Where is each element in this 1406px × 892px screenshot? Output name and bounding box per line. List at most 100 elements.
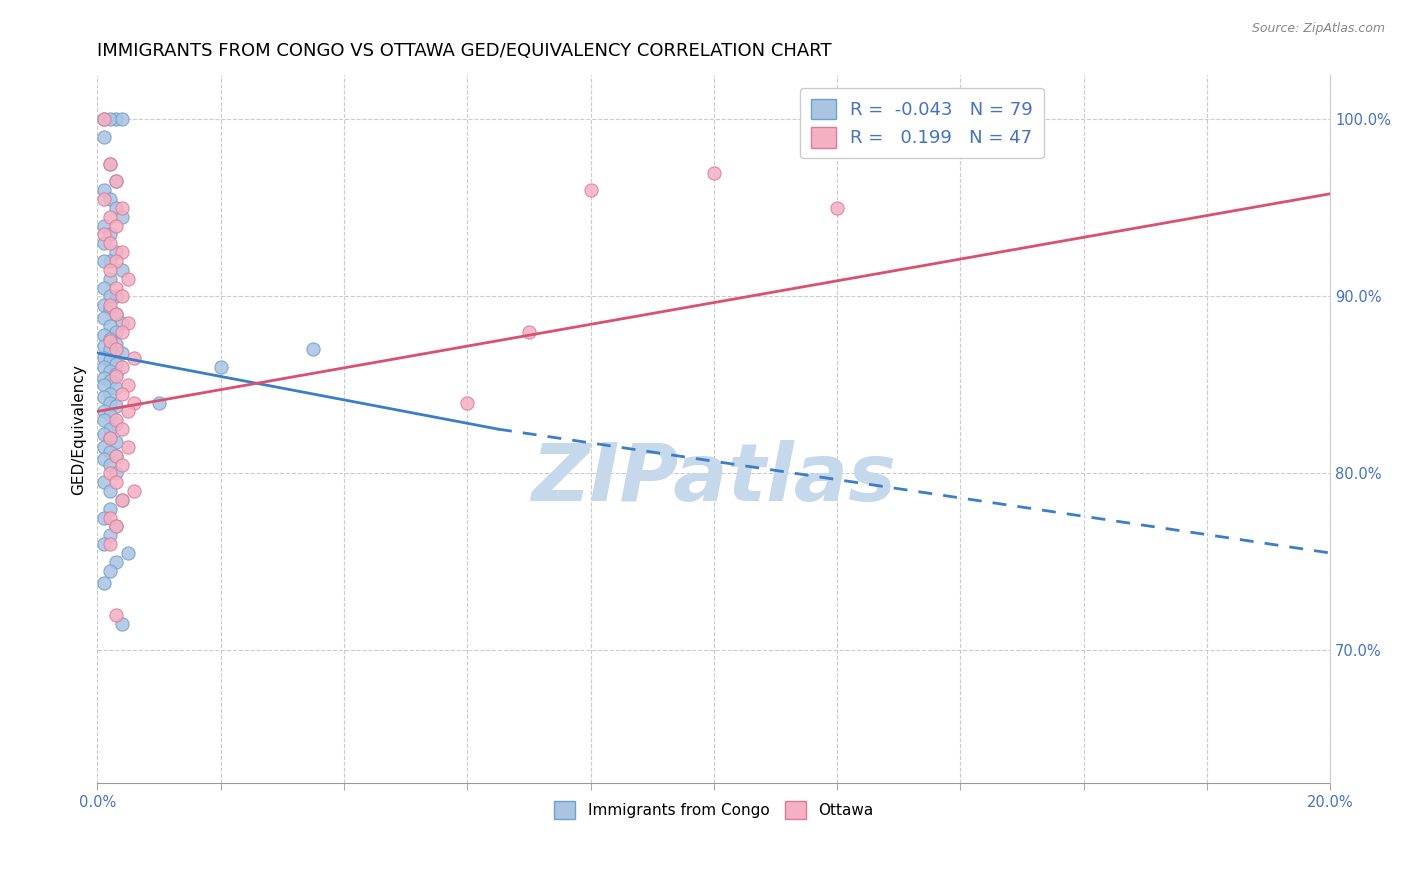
Point [93, 219, 115, 233]
Point [98, 364, 121, 378]
Point [104, 413, 127, 427]
Point [93, 377, 115, 392]
Point [98, 564, 121, 578]
Point [117, 440, 139, 454]
Point [579, 183, 602, 197]
Point [111, 492, 134, 507]
Point [93, 475, 115, 490]
Point [104, 607, 127, 622]
Point [98, 510, 121, 524]
Point [93, 371, 115, 385]
Point [93, 310, 115, 325]
Point [104, 280, 127, 294]
Point [98, 422, 121, 436]
Point [98, 537, 121, 551]
Point [93, 192, 115, 206]
Point [93, 112, 115, 127]
Point [93, 440, 115, 454]
Point [98, 289, 121, 303]
Point [98, 484, 121, 499]
Point [104, 369, 127, 384]
Point [117, 404, 139, 418]
Point [98, 157, 121, 171]
Point [111, 112, 134, 127]
Point [98, 353, 121, 368]
Point [104, 417, 127, 431]
Point [111, 492, 134, 507]
Point [825, 201, 848, 215]
Point [111, 210, 134, 224]
Point [111, 422, 134, 436]
Point [93, 427, 115, 442]
Point [302, 343, 325, 357]
Point [111, 263, 134, 277]
Point [117, 271, 139, 285]
Point [93, 413, 115, 427]
Point [98, 210, 121, 224]
Point [104, 307, 127, 321]
Point [98, 263, 121, 277]
Point [93, 280, 115, 294]
Point [98, 458, 121, 472]
Point [117, 377, 139, 392]
Point [104, 467, 127, 481]
Point [104, 555, 127, 569]
Point [104, 475, 127, 490]
Point [98, 501, 121, 516]
Point [517, 325, 540, 339]
Point [117, 316, 139, 330]
Point [209, 360, 232, 375]
Text: Source: ZipAtlas.com: Source: ZipAtlas.com [1251, 22, 1385, 36]
Text: IMMIGRANTS FROM CONGO VS OTTAWA GED/EQUIVALENCY CORRELATION CHART: IMMIGRANTS FROM CONGO VS OTTAWA GED/EQUI… [97, 42, 832, 60]
Point [124, 484, 146, 499]
Point [111, 201, 134, 215]
Point [93, 227, 115, 242]
Point [456, 395, 478, 409]
Point [93, 130, 115, 145]
Point [148, 395, 170, 409]
Point [104, 201, 127, 215]
Point [98, 301, 121, 316]
Point [98, 528, 121, 542]
Point [98, 271, 121, 285]
Point [111, 360, 134, 375]
Point [98, 157, 121, 171]
Point [104, 325, 127, 339]
Point [104, 519, 127, 533]
Point [93, 328, 115, 343]
Point [124, 351, 146, 366]
Point [98, 254, 121, 268]
Point [104, 434, 127, 449]
Point [93, 183, 115, 197]
Point [93, 236, 115, 251]
Point [104, 174, 127, 188]
Point [104, 449, 127, 463]
Point [98, 227, 121, 242]
Point [93, 452, 115, 467]
Point [98, 319, 121, 334]
Point [104, 337, 127, 351]
Point [111, 289, 134, 303]
Point [98, 112, 121, 127]
Point [98, 431, 121, 445]
Point [98, 236, 121, 251]
Point [98, 445, 121, 459]
Point [703, 165, 725, 179]
Point [93, 360, 115, 375]
Point [104, 289, 127, 303]
Point [104, 368, 127, 382]
Point [104, 449, 127, 463]
Point [98, 431, 121, 445]
Point [111, 325, 134, 339]
Point [98, 395, 121, 409]
Point [111, 458, 134, 472]
Point [104, 343, 127, 357]
Point [104, 519, 127, 533]
Point [98, 375, 121, 389]
Point [98, 192, 121, 206]
Point [98, 467, 121, 481]
Point [93, 576, 115, 591]
Point [98, 332, 121, 346]
Point [93, 351, 115, 366]
Point [104, 174, 127, 188]
